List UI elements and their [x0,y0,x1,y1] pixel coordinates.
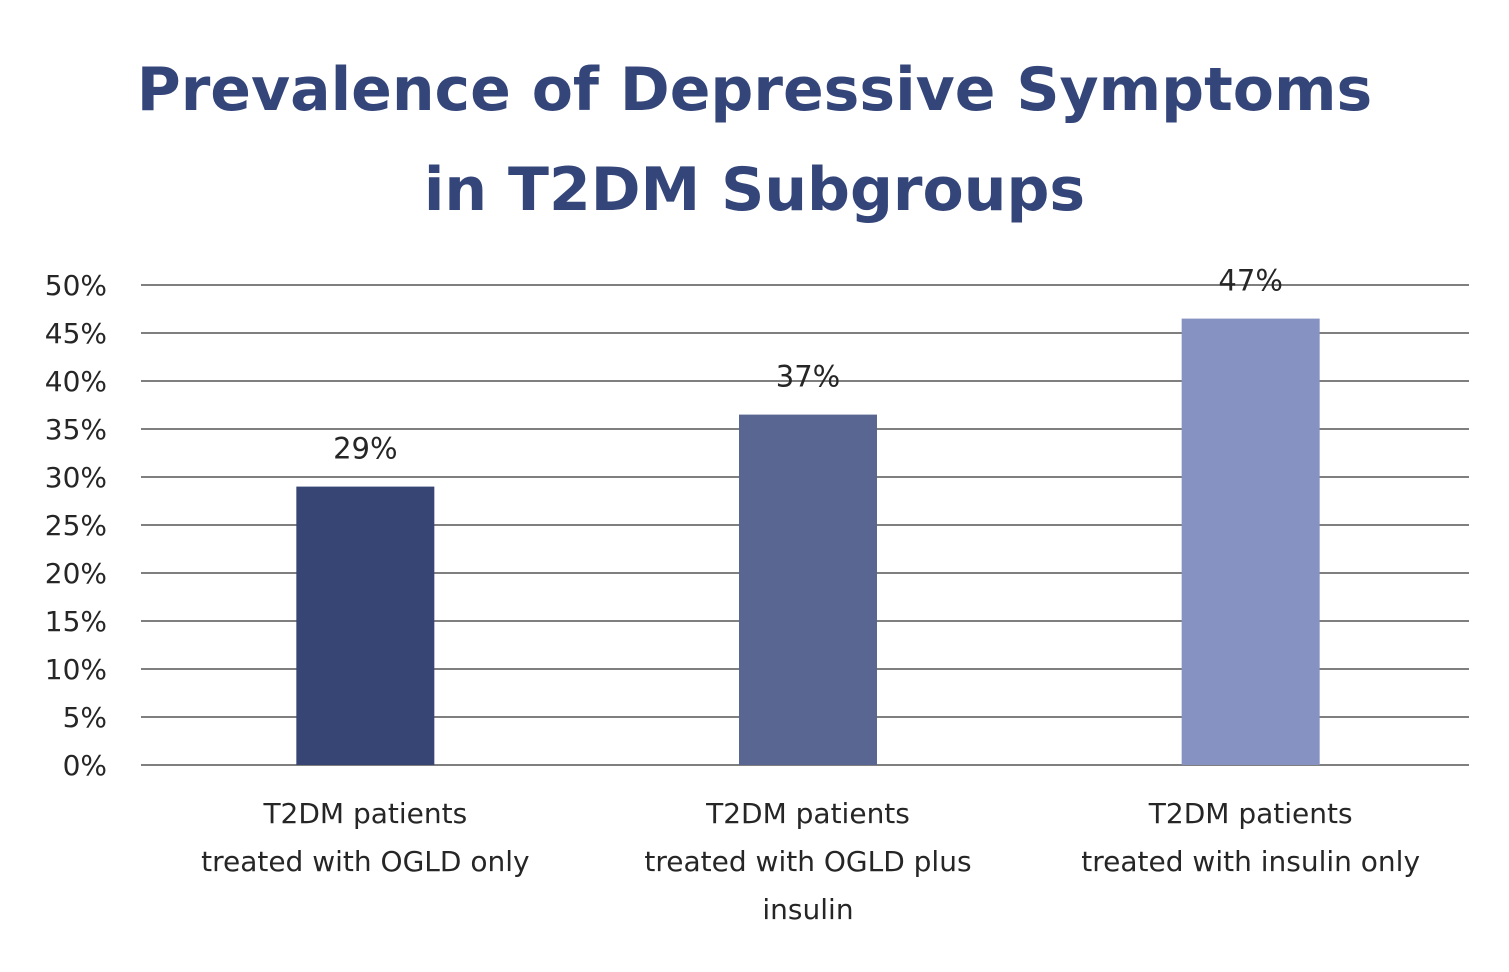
data-labels: 29% 37% 47% [333,264,1283,466]
x-category-label: T2DM patients [1148,797,1353,830]
y-tick-label: 20% [45,557,107,590]
chart-title-line-2: in T2DM Subgroups [423,155,1086,225]
chart-title-line-1: Prevalence of Depressive Symptoms [136,55,1373,125]
y-tick-label: 5% [63,701,107,734]
y-tick-label: 25% [45,509,107,542]
x-axis-labels: T2DM patients treated with OGLD only T2DM … [201,797,1420,926]
y-tick-label: 45% [45,317,107,350]
data-label: 37% [776,360,840,394]
x-category-label: treated with OGLD only [201,845,529,878]
x-category-label: insulin [762,893,853,926]
y-tick-label: 35% [45,413,107,446]
x-category-label: T2DM patients [705,797,910,830]
y-tick-label: 15% [45,605,107,638]
chart-title: Prevalence of Depressive Symptoms in T2D… [0,40,1509,240]
y-tick-label: 10% [45,653,107,686]
data-label: 29% [333,432,397,466]
bar [1181,318,1320,765]
x-category-label: treated with OGLD plus [644,845,971,878]
y-tick-label: 30% [45,461,107,494]
bars [296,318,1320,765]
y-tick-label: 40% [45,365,107,398]
y-tick-label: 50% [45,269,107,302]
y-axis-ticks: 0% 5% 10% 15% 20% 25% 30% 35% 40% 45% 50% [45,269,107,782]
x-category-label: T2DM patients [262,797,467,830]
data-label: 47% [1218,264,1282,298]
bar [296,486,435,765]
bar [739,414,877,765]
y-tick-label: 0% [63,749,107,782]
x-category-label: treated with insulin only [1081,845,1420,878]
